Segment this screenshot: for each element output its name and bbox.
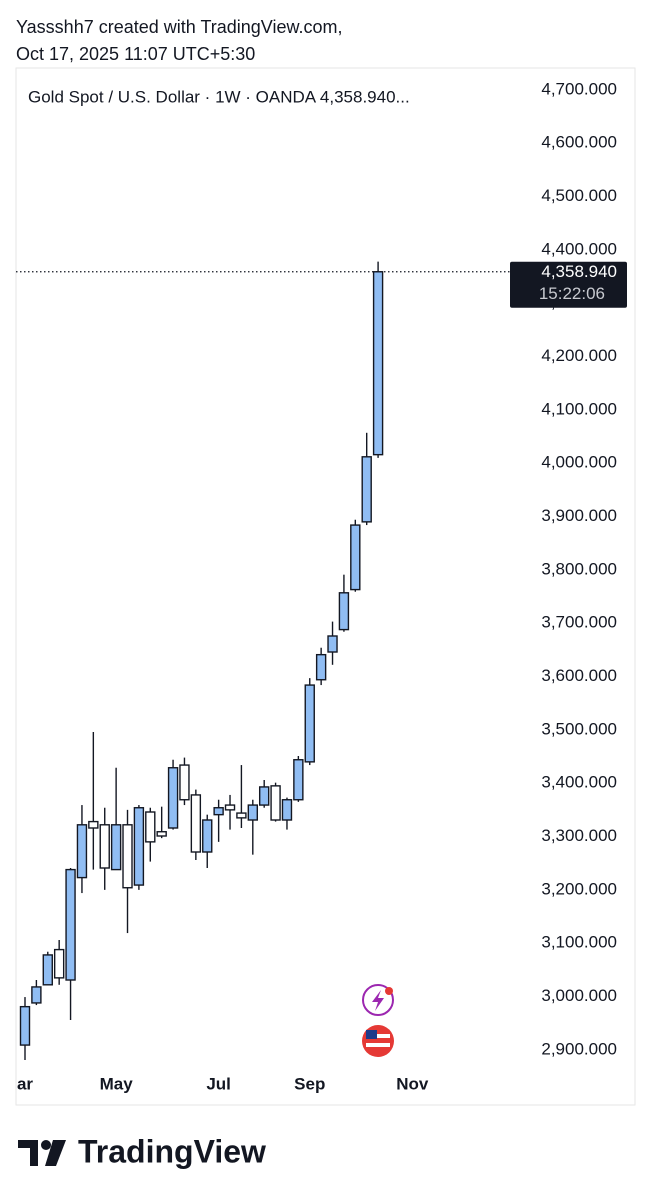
last-price-tag — [510, 261, 627, 308]
y-tick-label: 4,000.000 — [541, 453, 617, 472]
y-tick-label: 3,300.000 — [541, 826, 617, 845]
logo-shape — [45, 1140, 66, 1166]
brand-name: TradingView — [78, 1133, 266, 1169]
candle-body — [122, 824, 133, 889]
last-price-label: 4,358.940 — [541, 262, 617, 281]
y-tick-label: 4,500.000 — [541, 186, 617, 205]
y-tick-label: 4,600.000 — [541, 133, 617, 152]
header-line: Yassshh7 created with TradingView.com, — [16, 17, 343, 37]
flag-canton — [366, 1030, 377, 1039]
event-icons — [362, 984, 394, 1057]
y-tick-label: 3,600.000 — [541, 666, 617, 685]
candle-body — [88, 820, 99, 829]
candle-body — [76, 824, 88, 879]
logo-shape — [41, 1140, 51, 1150]
y-tick-label: 3,500.000 — [541, 719, 617, 738]
y-tick-label: 3,100.000 — [541, 933, 617, 952]
flag-icon — [362, 1025, 394, 1057]
y-tick-label: 2,900.000 — [541, 1039, 617, 1058]
candle-body — [110, 824, 122, 871]
x-tick-label: May — [100, 1074, 134, 1093]
candle-body — [99, 824, 110, 869]
y-tick-label: 3,700.000 — [541, 613, 617, 632]
candle-body — [190, 794, 202, 853]
candle-body — [315, 653, 327, 681]
candle-body — [372, 271, 384, 456]
candle-body — [179, 764, 190, 801]
candle-body — [133, 807, 145, 886]
x-tick-label: Jul — [206, 1074, 231, 1093]
flag-stripe — [366, 1034, 390, 1038]
y-tick-label: 4,700.000 — [541, 79, 617, 98]
header-line: Oct 17, 2025 11:07 UTC+5:30 — [16, 44, 255, 64]
candle-body — [258, 786, 270, 806]
logo-shape — [18, 1140, 38, 1166]
y-tick-label: 3,800.000 — [541, 559, 617, 578]
candle-body — [270, 785, 281, 821]
candle-body — [19, 1005, 31, 1046]
candle-body — [338, 592, 350, 631]
candle-body — [361, 456, 372, 523]
x-tick-label: ar — [17, 1074, 33, 1093]
candle-body — [42, 954, 53, 986]
candle-body — [145, 811, 156, 843]
candle-body — [350, 524, 361, 591]
candle-body — [213, 807, 224, 816]
candle-body — [53, 948, 65, 979]
chart-frame — [15, 67, 636, 1106]
candle-body — [65, 868, 76, 981]
candle-body — [156, 831, 167, 837]
x-tick-label: Sep — [294, 1074, 325, 1093]
candle-body — [247, 804, 259, 821]
flag-stripe — [366, 1043, 390, 1047]
x-tick-label: Nov — [396, 1074, 429, 1093]
y-tick-label: 3,000.000 — [541, 986, 617, 1005]
candle-body — [293, 759, 304, 801]
y-tick-label: 4,100.000 — [541, 399, 617, 418]
y-tick-label: 4,400.000 — [541, 239, 617, 258]
candle-body — [202, 819, 213, 853]
candle-body — [327, 635, 338, 653]
candle-body — [304, 684, 315, 763]
y-tick-label: 3,900.000 — [541, 506, 617, 525]
y-tick-label: 3,400.000 — [541, 773, 617, 792]
y-tick-label: 3,200.000 — [541, 879, 617, 898]
candle-body — [224, 804, 236, 811]
y-tick-label: 4,200.000 — [541, 346, 617, 365]
candle-body — [236, 812, 247, 819]
event-dot — [385, 987, 393, 995]
chart-title: Gold Spot / U.S. Dollar · 1W · OANDA 4,3… — [28, 87, 410, 106]
candle-body — [167, 767, 179, 829]
candle-body — [281, 799, 293, 821]
bolt-icon — [372, 990, 384, 1011]
countdown-label: 15:22:06 — [539, 284, 605, 303]
candle-body — [31, 986, 42, 1004]
brand-logo: TradingView — [18, 1133, 266, 1169]
